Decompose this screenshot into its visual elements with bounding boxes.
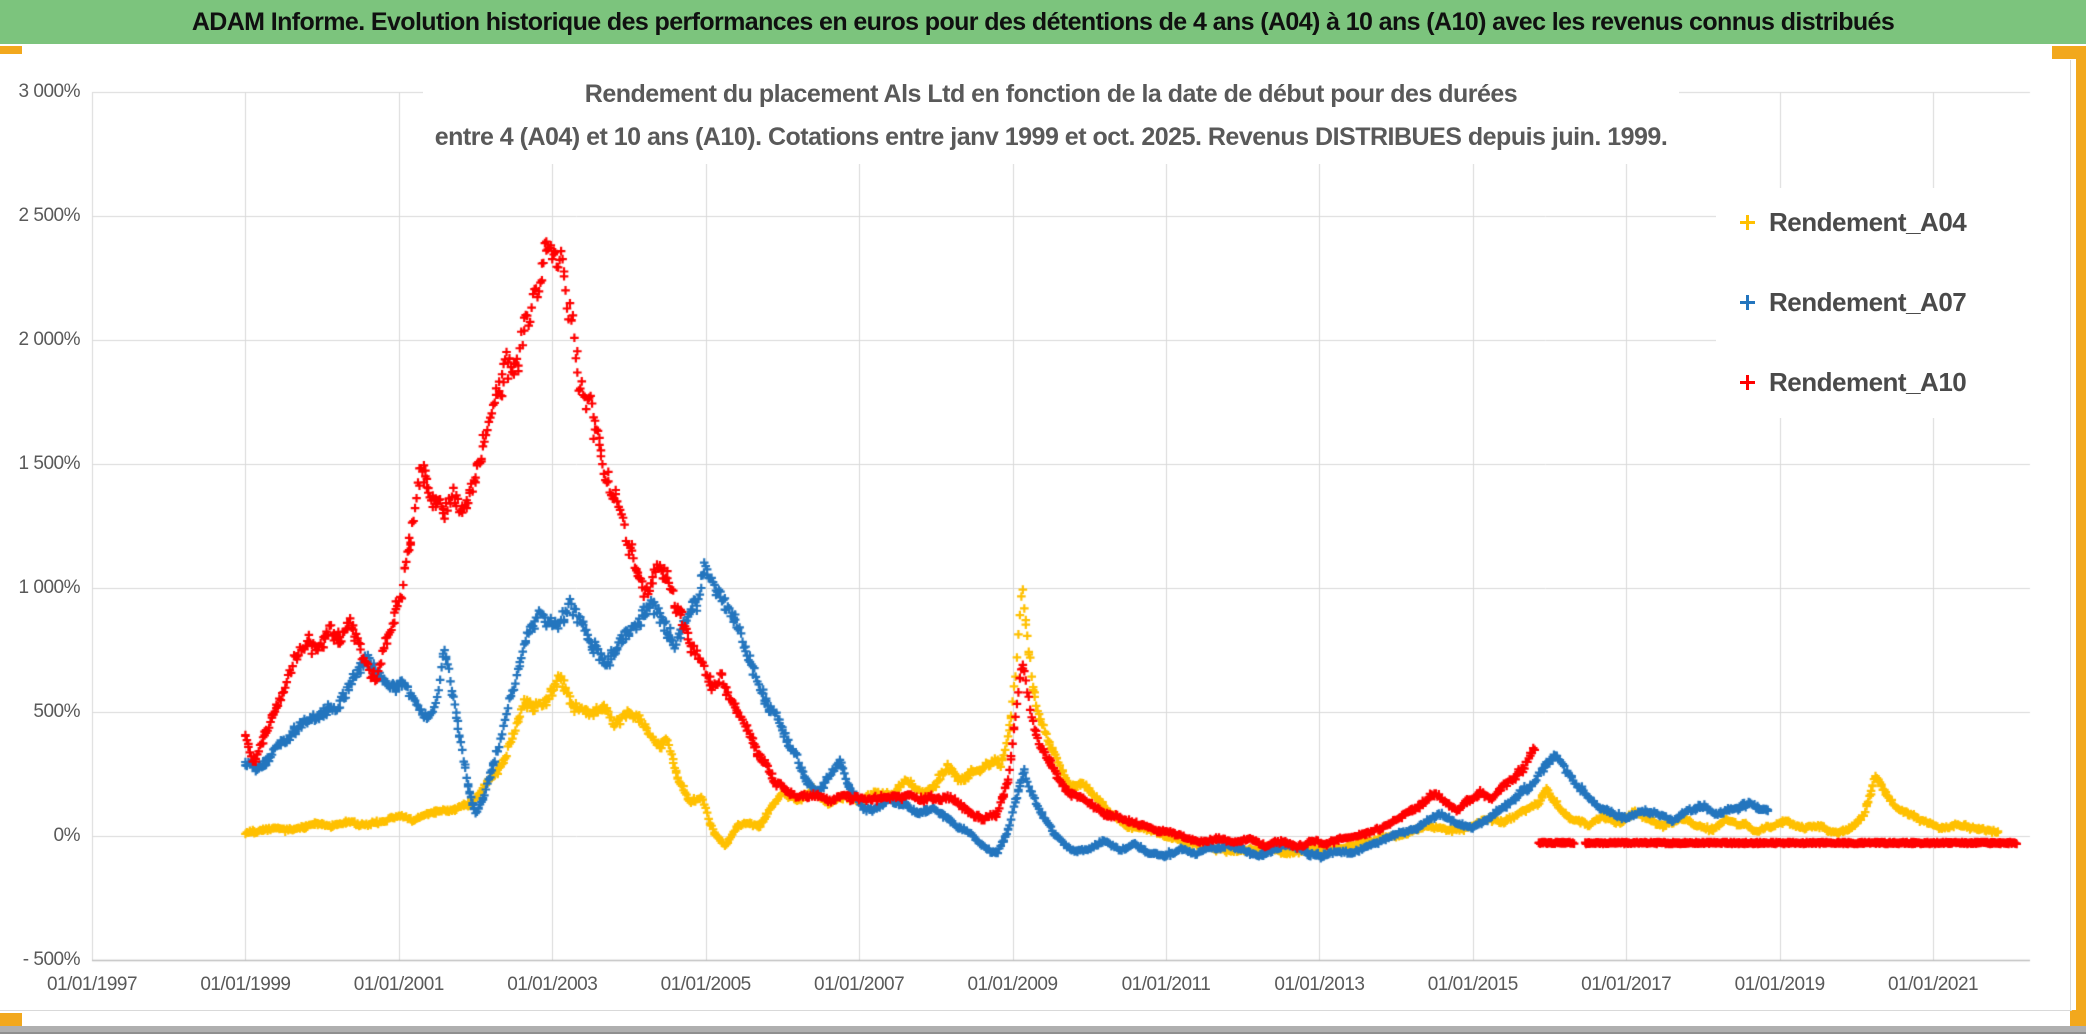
x-axis-tick: 01/01/2021 <box>1887 974 1979 995</box>
legend-label: Rendement_A04 <box>1769 206 1967 237</box>
y-axis-tick: - 500% <box>22 949 81 970</box>
y-axis-tick: 2 500% <box>18 205 81 226</box>
chart-title: Rendement du placement Als Ltd en foncti… <box>423 72 1679 164</box>
chart-legend: Rendement_A04 Rendement_A07 Rendement_A10 <box>1716 188 2064 418</box>
x-axis-tick: 01/01/2009 <box>967 974 1058 995</box>
y-axis-tick: 0% <box>53 825 81 846</box>
y-axis-tick: 500% <box>33 701 80 722</box>
x-axis-tick: 01/01/2005 <box>660 974 752 995</box>
legend-item-a10: Rendement_A10 <box>1716 362 2064 402</box>
x-axis-tick: 01/01/1999 <box>200 974 291 995</box>
x-axis-tick: 01/01/2011 <box>1121 974 1211 995</box>
legend-label: Rendement_A07 <box>1769 286 1967 317</box>
x-axis-tick: 01/01/2019 <box>1734 974 1826 995</box>
legend-item-a04: Rendement_A04 <box>1716 202 2064 242</box>
plus-marker-icon <box>1740 214 1755 230</box>
x-axis-tick: 01/01/2007 <box>814 974 905 995</box>
x-axis-tick: 01/01/2003 <box>507 974 598 995</box>
x-axis-tick: 01/01/2015 <box>1427 974 1519 995</box>
legend-item-a07: Rendement_A07 <box>1716 282 2064 322</box>
y-axis-tick: 1 500% <box>18 453 81 474</box>
y-axis-tick: 2 000% <box>18 329 81 350</box>
x-axis-tick: 01/01/2017 <box>1581 974 1672 995</box>
legend-label: Rendement_A10 <box>1769 366 1967 397</box>
x-axis-tick: 01/01/1997 <box>46 974 138 995</box>
x-axis-tick: 01/01/2001 <box>353 974 445 995</box>
x-axis-tick: 01/01/2013 <box>1274 974 1365 995</box>
y-axis-tick: 3 000% <box>18 81 81 102</box>
y-axis-tick: 1 000% <box>18 577 81 598</box>
plus-marker-icon <box>1740 374 1755 390</box>
chart-title-line1: Rendement du placement Als Ltd en foncti… <box>584 80 1518 108</box>
chart-title-line2: entre 4 (A04) et 10 ans (A10). Cotations… <box>434 123 1668 151</box>
plus-marker-icon <box>1740 294 1755 310</box>
